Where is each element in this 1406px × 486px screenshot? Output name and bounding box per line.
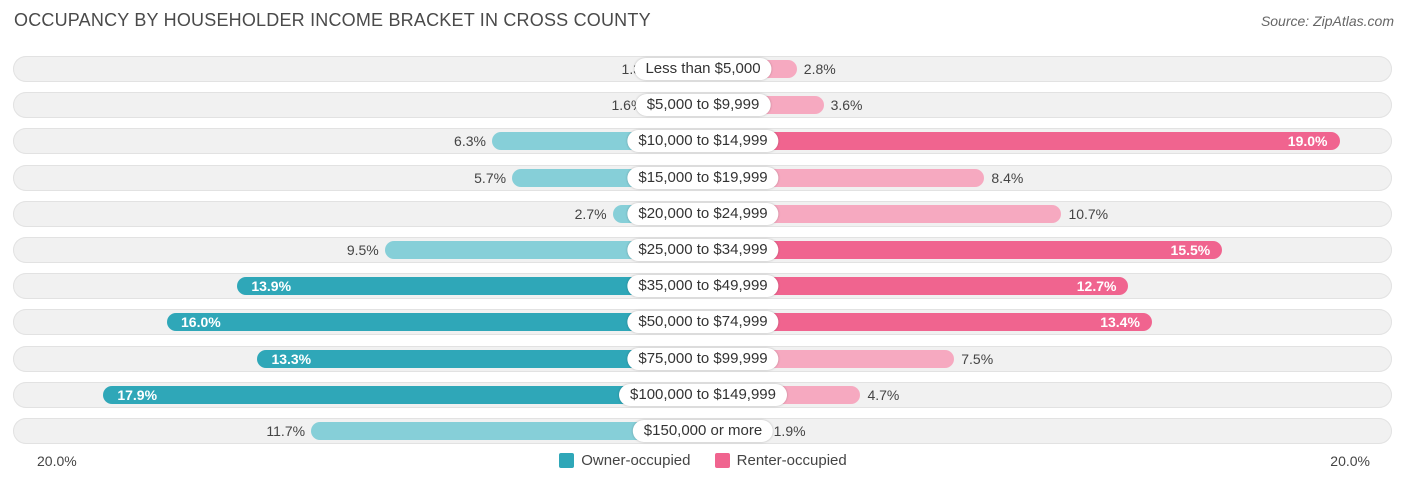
owner-value-label: 13.3% [271, 350, 312, 367]
category-label: $35,000 to $49,999 [627, 275, 779, 298]
renter-value-label: 7.5% [961, 350, 994, 367]
axis-label-left: 20.0% [37, 453, 77, 469]
owner-value-label: 2.7% [574, 205, 607, 222]
renter-bar [703, 204, 1062, 223]
owner-value-label: 1.6% [611, 97, 644, 114]
renter-value-label: 1.9% [773, 423, 806, 439]
owner-bar [103, 385, 703, 404]
category-label: $5,000 to $9,999 [635, 94, 771, 117]
renter-value-label: 12.7% [1076, 278, 1117, 295]
category-label: $25,000 to $34,999 [627, 239, 779, 261]
renter-value-label: 15.5% [1170, 242, 1211, 258]
owner-value-label: 17.9% [117, 386, 158, 403]
renter-value-label: 10.7% [1068, 205, 1109, 222]
category-label: $100,000 to $149,999 [619, 383, 787, 406]
category-label: $75,000 to $99,999 [627, 347, 779, 370]
owner-value-label: 16.0% [181, 314, 221, 331]
owner-bar [311, 422, 703, 440]
renter-value-label: 19.0% [1287, 133, 1328, 150]
renter-value-label: 3.6% [830, 97, 863, 114]
category-label: $150,000 or more [632, 420, 774, 442]
legend-swatch-owner [559, 453, 575, 468]
legend-swatch-renter [714, 453, 730, 468]
legend-item-owner: Owner-occupied [559, 452, 690, 469]
renter-value-label: 13.4% [1100, 314, 1140, 331]
owner-bar [384, 241, 703, 259]
chart-title: OCCUPANCY BY HOUSEHOLDER INCOME BRACKET … [14, 10, 651, 30]
owner-value-label: 13.9% [251, 278, 292, 295]
legend: Owner-occupied Renter-occupied [0, 452, 1406, 472]
renter-bar [703, 313, 1152, 332]
category-label: Less than $5,000 [634, 58, 772, 80]
category-label: $10,000 to $14,999 [627, 130, 779, 153]
owner-bar [257, 349, 703, 368]
owner-bar [167, 313, 703, 332]
owner-value-label: 9.5% [346, 242, 379, 258]
owner-bar [237, 277, 703, 296]
renter-bar [703, 132, 1340, 151]
category-label: $20,000 to $24,999 [627, 202, 779, 225]
renter-value-label: 2.8% [803, 61, 836, 77]
source-label: Source: ZipAtlas.com [1260, 13, 1394, 29]
category-label: $50,000 to $74,999 [627, 311, 779, 334]
renter-value-label: 4.7% [867, 386, 900, 403]
renter-bar [703, 277, 1129, 296]
legend-item-renter: Renter-occupied [714, 452, 847, 469]
renter-value-label: 8.4% [991, 169, 1024, 186]
legend-label-renter: Renter-occupied [736, 452, 847, 469]
owner-value-label: 11.7% [266, 423, 306, 439]
axis-label-right: 20.0% [1330, 453, 1370, 469]
legend-label-owner: Owner-occupied [581, 452, 691, 469]
renter-bar [703, 241, 1223, 259]
owner-value-label: 6.3% [454, 133, 486, 150]
owner-value-label: 5.7% [474, 169, 507, 186]
category-label: $15,000 to $19,999 [627, 166, 779, 189]
